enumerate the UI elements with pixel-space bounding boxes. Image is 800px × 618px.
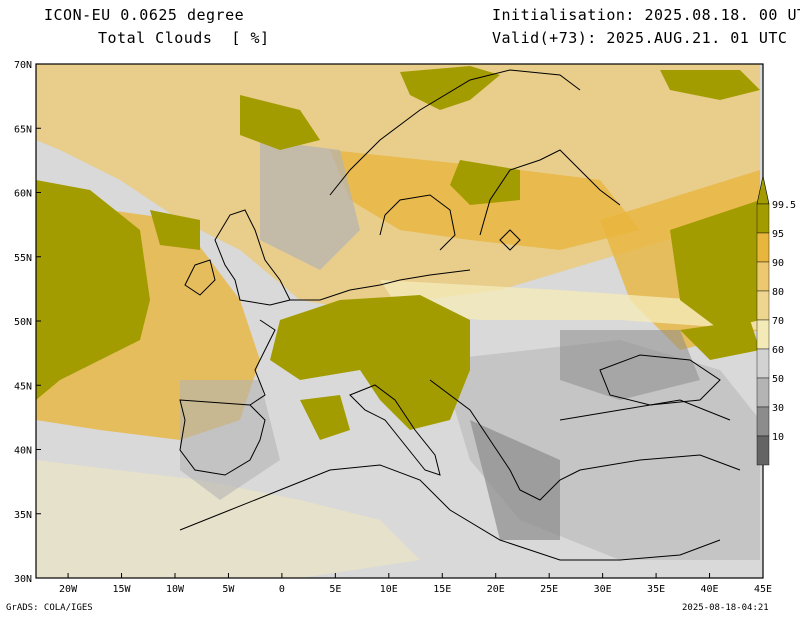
colorbar-label: 99.5 xyxy=(772,200,796,211)
cloud-field xyxy=(36,64,760,578)
longitude-labels: 20W 15W 10W 5W 0 5E 10E 15E 20E 25E 30E 35E 40E 45E xyxy=(59,573,772,595)
lon-label: 35E xyxy=(647,584,665,595)
colorbar-swatch xyxy=(756,406,770,437)
colorbar-swatch xyxy=(756,435,770,466)
colorbar-label: 80 xyxy=(772,287,784,298)
lon-label: 15W xyxy=(112,584,131,595)
model-title: ICON-EU 0.0625 degree xyxy=(44,6,245,24)
lon-label: 5E xyxy=(329,584,341,595)
colorbar xyxy=(756,175,770,466)
lon-label: 0 xyxy=(279,584,285,595)
lon-label: 5W xyxy=(222,584,235,595)
colorbar-label: 30 xyxy=(772,403,784,414)
lon-label: 10E xyxy=(380,584,398,595)
lon-label: 10W xyxy=(166,584,185,595)
colorbar-label: 90 xyxy=(772,258,784,269)
variable-title: Total Clouds [ %] xyxy=(98,29,270,47)
colorbar-swatch xyxy=(756,261,770,292)
valid-time: Valid(+73): 2025.AUG.21. 01 UTC xyxy=(492,29,788,47)
coastlines xyxy=(179,69,741,561)
colorbar-label: 95 xyxy=(772,229,784,240)
latitude-labels: 70N 65N 60N 55N 50N 45N 40N 35N 30N xyxy=(14,60,41,585)
colorbar-label: 60 xyxy=(772,345,784,356)
lat-label: 70N xyxy=(14,60,32,71)
colorbar-label: 70 xyxy=(772,316,784,327)
lon-label: 45E xyxy=(754,584,772,595)
colorbar-label: 50 xyxy=(772,374,784,385)
lon-label: 25E xyxy=(540,584,558,595)
lat-label: 30N xyxy=(14,574,32,585)
colorbar-labels: 99.5 95 90 80 70 60 50 30 10 xyxy=(772,200,796,443)
lon-label: 40E xyxy=(701,584,719,595)
lat-label: 35N xyxy=(14,510,32,521)
lon-label: 20W xyxy=(59,584,78,595)
colorbar-swatch xyxy=(756,377,770,408)
lon-label: 20E xyxy=(487,584,505,595)
lat-label: 60N xyxy=(14,189,32,200)
lon-label: 15E xyxy=(433,584,451,595)
colorbar-label: 10 xyxy=(772,432,784,443)
footer-credit: GrADS: COLA/IGES xyxy=(6,603,93,613)
footer-timestamp: 2025-08-18-04:21 xyxy=(682,603,769,613)
colorbar-swatch xyxy=(756,203,770,234)
colorbar-swatch xyxy=(756,232,770,263)
lat-label: 45N xyxy=(14,381,32,392)
lat-label: 65N xyxy=(14,124,32,135)
lat-label: 55N xyxy=(14,253,32,264)
lat-label: 40N xyxy=(14,446,32,457)
colorbar-swatch xyxy=(756,348,770,379)
colorbar-swatch xyxy=(756,290,770,321)
lon-label: 30E xyxy=(594,584,612,595)
initialisation-time: Initialisation: 2025.08.18. 00 UTC xyxy=(492,6,800,24)
lat-label: 50N xyxy=(14,317,32,328)
colorbar-swatch xyxy=(756,319,770,350)
